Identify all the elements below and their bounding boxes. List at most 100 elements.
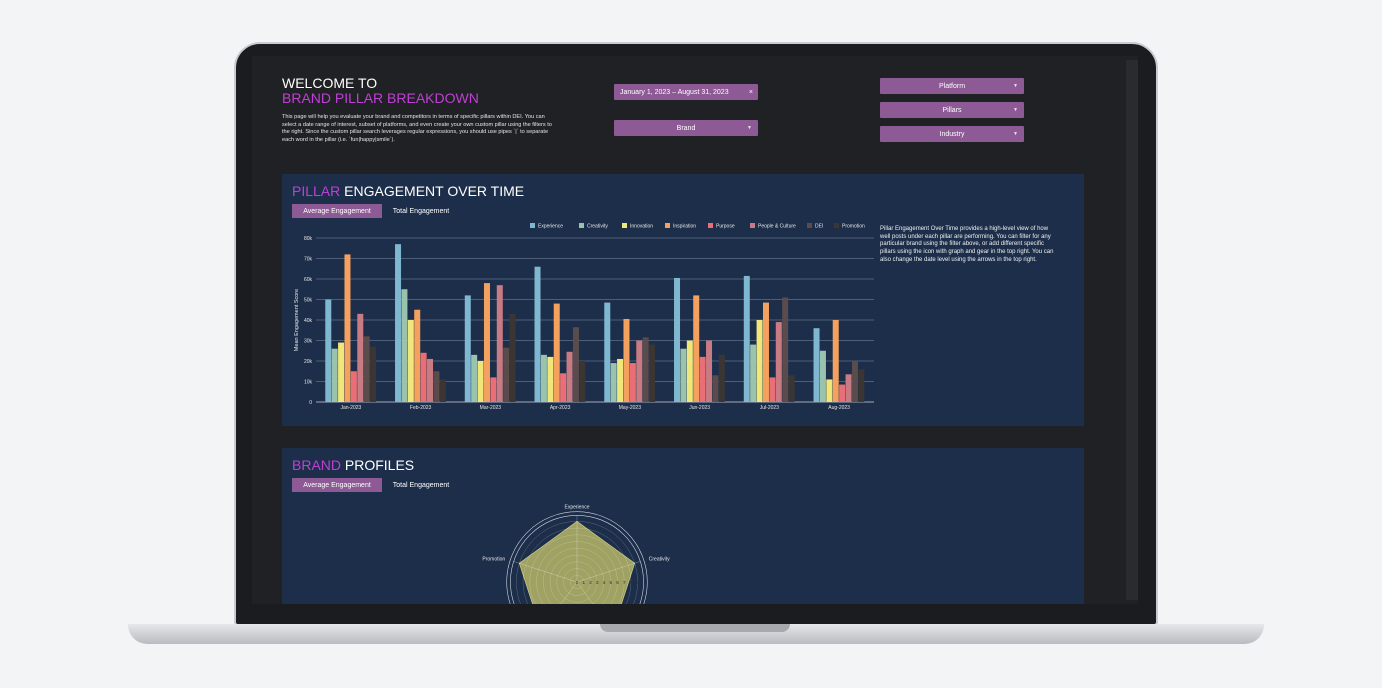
legend-label: DEI xyxy=(815,224,823,230)
radar-outer-ring xyxy=(510,515,644,604)
radar-axis-label: Promotion xyxy=(482,557,505,563)
radar-ring xyxy=(543,548,611,604)
title-accent: BRAND xyxy=(292,457,342,473)
title-rest: PROFILES xyxy=(341,457,415,473)
bar-promotion xyxy=(718,354,725,402)
pillars-filter-label: Pillars xyxy=(942,106,962,114)
title-rest: ENGAGEMENT OVER TIME xyxy=(340,183,525,199)
bar-innovation xyxy=(826,379,833,402)
bar-promotion xyxy=(370,346,377,402)
x-tick-label: Mar-2023 xyxy=(480,405,502,411)
bar-purpose xyxy=(490,377,497,402)
bar-inspiration xyxy=(693,295,700,402)
bar-people-culture xyxy=(427,358,434,402)
x-tick-label: Jul-2023 xyxy=(760,405,779,411)
legend-swatch xyxy=(665,223,670,228)
industry-filter[interactable]: Industry ▼ xyxy=(880,126,1024,142)
bar-experience xyxy=(464,295,471,402)
bar-dei xyxy=(433,371,440,402)
clear-date-icon[interactable]: × xyxy=(748,88,753,96)
engagement-description: Pillar Engagement Over Time provides a h… xyxy=(880,226,1054,263)
platform-filter[interactable]: Platform ▼ xyxy=(880,78,1024,94)
legend-swatch xyxy=(579,223,584,228)
bar-innovation xyxy=(338,342,345,402)
bar-purpose xyxy=(420,352,427,402)
bar-promotion xyxy=(509,313,516,402)
bar-dei xyxy=(363,336,370,402)
radar-ring xyxy=(536,541,618,604)
welcome-section: WELCOME TO BRAND PILLAR BREAKDOWN This p… xyxy=(282,76,582,144)
laptop-notch xyxy=(600,624,790,632)
bar-experience xyxy=(604,302,611,402)
tab-average-engagement[interactable]: Average Engagement xyxy=(292,478,382,492)
bar-experience xyxy=(325,299,332,402)
bar-creativity xyxy=(750,344,757,402)
tab-total-engagement[interactable]: Total Engagement xyxy=(392,481,450,489)
welcome-heading: WELCOME TO xyxy=(282,75,378,91)
bar-promotion xyxy=(788,375,795,402)
legend-label: Experience xyxy=(538,224,563,230)
bar-people-culture xyxy=(636,340,643,402)
pillars-filter[interactable]: Pillars ▼ xyxy=(880,102,1024,118)
bar-creativity xyxy=(610,363,617,402)
radar-ring xyxy=(570,575,584,589)
laptop-base xyxy=(128,624,1264,644)
y-tick-label: 40k xyxy=(304,318,313,324)
bar-innovation xyxy=(547,356,554,402)
brand-filter[interactable]: Brand ▼ xyxy=(614,120,758,136)
bar-innovation xyxy=(756,320,763,402)
bar-creativity xyxy=(819,350,826,402)
legend-swatch xyxy=(622,223,627,228)
brand-radar-chart: ExperienceCreativityInnovationDEIPromoti… xyxy=(482,505,670,604)
bar-purpose xyxy=(839,384,846,402)
legend-swatch xyxy=(750,223,755,228)
radar-tick-label: 3 xyxy=(596,580,599,585)
tab-total-engagement[interactable]: Total Engagement xyxy=(392,207,450,215)
chevron-down-icon: ▼ xyxy=(747,125,752,131)
y-tick-label: 80k xyxy=(304,236,313,242)
radar-spoke xyxy=(576,581,594,604)
bar-people-culture xyxy=(357,313,364,402)
bar-experience xyxy=(743,275,750,402)
bar-innovation xyxy=(407,320,414,402)
legend-swatch xyxy=(708,223,713,228)
radar-tick-label: 5 xyxy=(609,580,612,585)
radar-ring xyxy=(549,554,605,604)
bar-purpose xyxy=(699,356,706,402)
bar-dei xyxy=(572,327,579,402)
bar-dei xyxy=(712,375,719,402)
radar-tick-label: 4 xyxy=(603,580,606,585)
bar-people-culture xyxy=(496,285,503,402)
date-range-filter[interactable]: January 1, 2023 – August 31, 2023 × xyxy=(614,84,758,100)
radar-tick-label: 6 xyxy=(616,580,619,585)
bar-inspiration xyxy=(483,283,490,402)
profiles-card-title: BRAND PROFILES xyxy=(292,457,414,473)
bar-dei xyxy=(503,347,510,402)
pillar-engagement-card: PILLAR ENGAGEMENT OVER TIME Average Enga… xyxy=(282,174,1084,426)
x-tick-label: Aug-2023 xyxy=(828,405,850,411)
brand-filter-label: Brand xyxy=(676,124,696,132)
title-accent: PILLAR xyxy=(292,183,341,199)
radar-ring xyxy=(556,561,598,603)
radar-ring xyxy=(529,534,625,604)
legend-label: Innovation xyxy=(630,224,653,230)
scrollbar[interactable] xyxy=(1126,60,1138,600)
radar-tick-label: 7 xyxy=(623,580,626,585)
chevron-down-icon: ▼ xyxy=(1013,83,1018,89)
tab-average-engagement[interactable]: Average Engagement xyxy=(292,204,382,218)
bar-experience xyxy=(813,328,820,402)
bar-creativity xyxy=(401,289,408,402)
chevron-down-icon: ▼ xyxy=(1013,131,1018,137)
bar-people-culture xyxy=(845,374,852,402)
x-tick-label: Jan-2023 xyxy=(340,405,361,411)
bar-inspiration xyxy=(762,302,769,402)
page-title: BRAND PILLAR BREAKDOWN xyxy=(282,90,479,106)
bar-experience xyxy=(674,277,681,402)
chevron-down-icon: ▼ xyxy=(1013,107,1018,113)
radar-tick-label: 2 xyxy=(589,580,592,585)
engagement-bar-chart: 0 10k 20k 30k 40k 50k 60k 70k 80k Mean Engagement… xyxy=(294,223,874,411)
bar-promotion xyxy=(439,379,446,402)
date-range-value: January 1, 2023 – August 31, 2023 xyxy=(620,88,729,96)
legend-label: Creativity xyxy=(587,224,608,230)
radar-ring xyxy=(522,527,632,604)
